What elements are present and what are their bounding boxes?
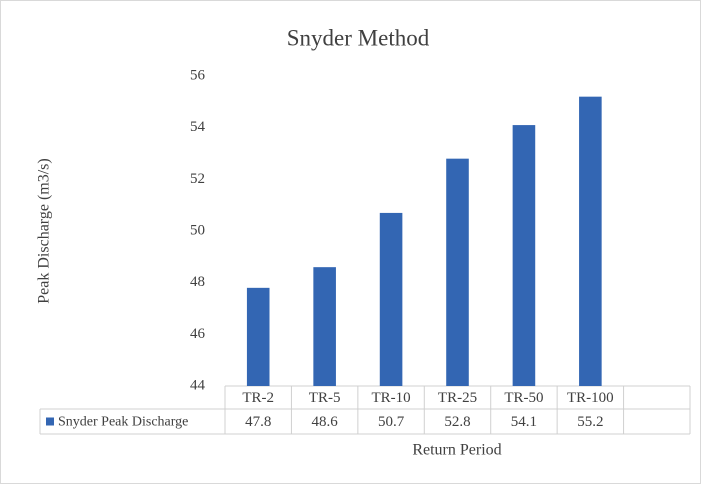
bar [313,267,336,386]
table-value: 52.8 [444,414,470,430]
chart-title: Snyder Method [287,25,430,50]
x-tick-label: TR-5 [309,390,341,406]
y-tick-label: 46 [190,326,206,342]
x-tick-label: TR-50 [504,390,543,406]
y-tick-label: 44 [190,377,206,393]
x-tick-label: TR-10 [371,390,410,406]
table-value: 47.8 [245,414,271,430]
x-axis-title: Return Period [412,442,501,459]
x-tick-label: TR-100 [567,390,614,406]
legend-swatch [46,417,54,426]
legend-label: Snyder Peak Discharge [58,415,188,430]
y-axis-title: Peak Discharge (m3/s) [36,158,53,303]
x-tick-label: TR-25 [438,390,477,406]
bar [246,287,270,386]
y-tick-label: 50 [190,222,205,238]
y-tick-label: 52 [190,171,205,187]
y-tick-label: 54 [190,119,206,135]
table-value: 50.7 [378,414,405,430]
table-value: 48.6 [312,414,339,430]
y-tick-label: 56 [190,67,206,83]
y-tick-label: 48 [190,274,205,290]
bar [512,125,536,386]
bar [579,96,602,387]
x-tick-label: TR-2 [242,390,274,406]
bar [446,158,469,386]
table-value: 55.2 [577,414,603,430]
bar [379,212,403,386]
table-value: 54.1 [511,414,537,430]
